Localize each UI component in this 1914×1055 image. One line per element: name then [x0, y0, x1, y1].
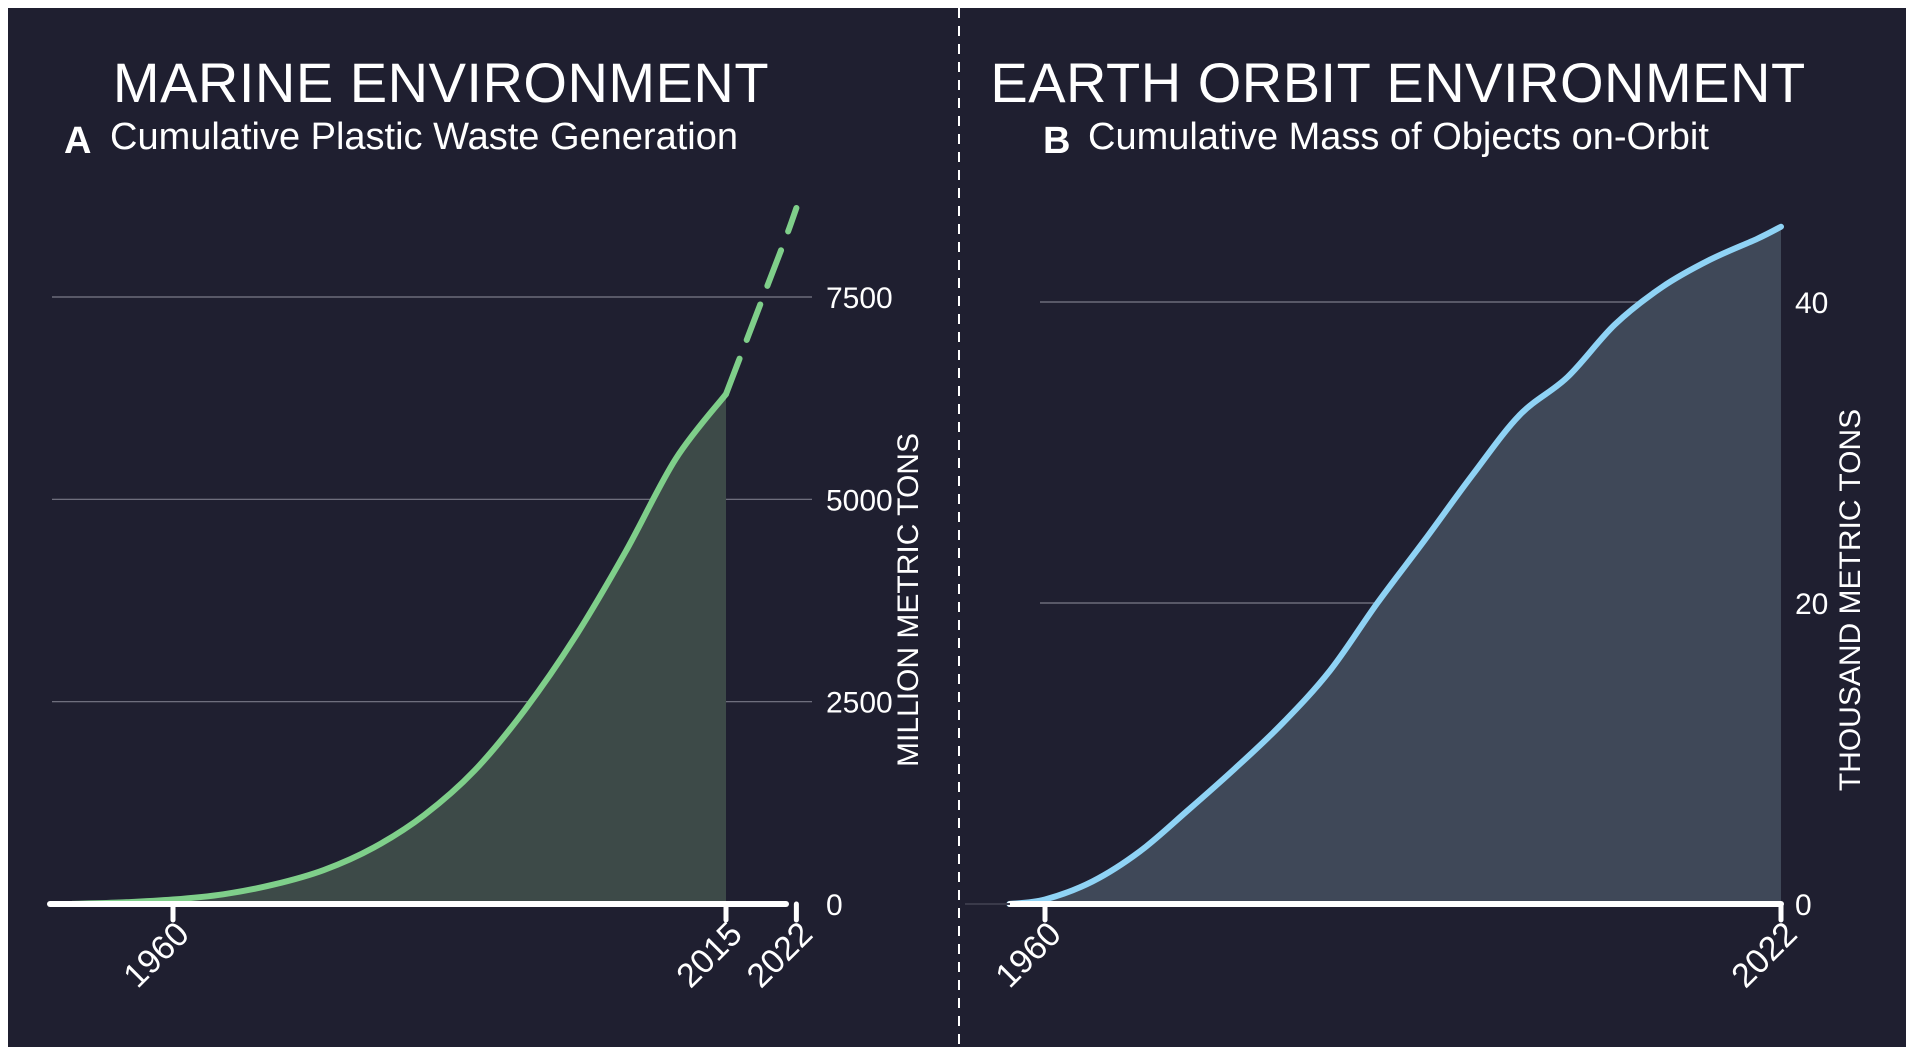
panel-b-subtitle: Cumulative Mass of Objects on-Orbit	[1088, 116, 1709, 158]
plastic-x-tick-label: 2015	[669, 915, 749, 995]
plastic-area-fill	[72, 394, 727, 904]
plastic-x-tick-label: 2022	[740, 915, 820, 995]
plastic-line	[69, 391, 729, 907]
plastic-projection-line	[723, 204, 800, 398]
orbit-line	[1006, 223, 1784, 907]
panel-a-letter: A	[64, 120, 92, 162]
orbit-area-fill	[1009, 226, 1781, 904]
plastic-y-tick-label: 2500	[826, 687, 893, 720]
orbit-y-axis-label: THOUSAND METRIC TONS	[1834, 409, 1867, 791]
orbit-x-tick-label: 2022	[1724, 915, 1804, 995]
orbit-x-tick-label: 1960	[988, 915, 1068, 995]
panel-a-subtitle: Cumulative Plastic Waste Generation	[110, 116, 738, 158]
panel-b-main-title: EARTH ORBIT ENVIRONMENT	[990, 51, 1806, 114]
panel-b-letter: B	[1043, 120, 1071, 162]
orbit-y-tick-label: 20	[1795, 588, 1828, 621]
plastic-y-tick-label: 0	[826, 889, 843, 922]
orbit-y-tick-label: 0	[1795, 889, 1812, 922]
orbit-y-tick-label: 40	[1795, 287, 1828, 320]
plastic-y-axis-label: MILLION METRIC TONS	[892, 433, 925, 767]
plastic-y-tick-label: 5000	[826, 484, 893, 517]
panel-a-main-title: MARINE ENVIRONMENT	[112, 51, 770, 114]
plastic-y-tick-label: 7500	[826, 282, 893, 315]
plastic-x-tick-label: 1960	[116, 915, 196, 995]
